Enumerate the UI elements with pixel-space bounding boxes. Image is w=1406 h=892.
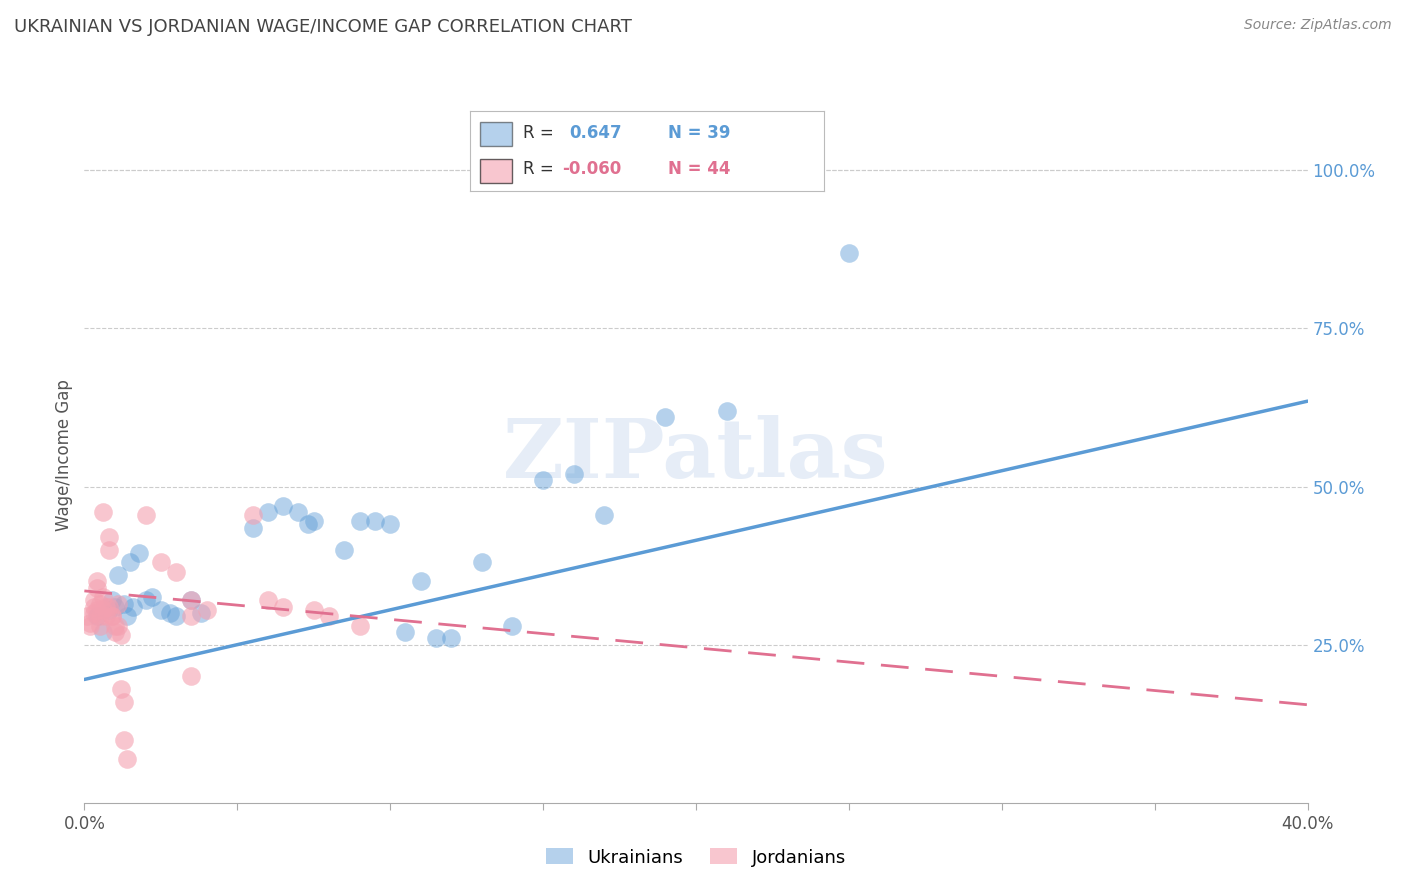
Point [104,599,127,614]
Point [112,597,135,611]
Point [101,609,124,624]
Point [471,556,494,570]
Point [79,615,101,630]
Point [86,581,108,595]
Point [190,606,212,620]
Point [107,568,129,582]
Point [302,514,325,528]
Point [135,508,157,522]
Point [159,606,181,620]
Point [531,473,554,487]
Point [115,751,138,765]
Point [302,603,325,617]
Point [97,599,120,614]
Point [122,599,145,614]
Point [364,514,387,528]
Text: ZIPatlas: ZIPatlas [503,415,889,495]
Point [271,499,294,513]
Point [333,542,356,557]
Point [141,591,163,605]
Point [107,618,129,632]
Point [297,517,319,532]
Point [107,597,129,611]
Point [257,593,280,607]
Point [115,609,138,624]
Point [91,625,114,640]
Y-axis label: Wage/Income Gap: Wage/Income Gap [55,379,73,531]
Point [97,530,120,544]
Point [180,593,202,607]
Point [83,593,105,607]
Point [101,593,124,607]
Point [86,609,108,624]
Point [380,517,402,532]
Point [425,632,447,646]
Point [349,514,371,528]
Point [180,593,202,607]
Point [89,618,111,632]
Point [91,603,114,617]
Point [257,505,280,519]
Point [287,505,309,519]
Point [91,591,114,605]
Point [101,609,124,624]
Text: Source: ZipAtlas.com: Source: ZipAtlas.com [1244,18,1392,32]
Point [440,632,463,646]
Point [110,628,132,642]
Point [654,409,676,424]
Point [409,574,432,589]
Point [318,609,340,624]
Point [97,542,120,557]
Point [165,609,187,624]
Point [394,625,416,640]
Point [502,618,524,632]
Point [195,603,218,617]
Point [271,599,294,614]
Point [128,546,150,560]
Point [149,603,172,617]
Text: UKRAINIAN VS JORDANIAN WAGE/INCOME GAP CORRELATION CHART: UKRAINIAN VS JORDANIAN WAGE/INCOME GAP C… [14,18,631,36]
Point [94,609,117,624]
Point [838,245,860,260]
Point [89,609,111,624]
Point [562,467,585,481]
Point [120,556,142,570]
Point [112,695,135,709]
Point [86,574,108,589]
Legend: Ukrainians, Jordanians: Ukrainians, Jordanians [538,841,853,874]
Point [86,603,108,617]
Point [180,609,202,624]
Point [83,599,105,614]
Point [593,508,616,522]
Point [716,403,738,417]
Point [349,618,371,632]
Point [76,609,98,624]
Point [110,681,132,696]
Point [180,669,202,683]
Point [165,565,187,579]
Point [104,625,127,640]
Point [83,606,105,620]
Point [149,556,172,570]
Point [94,599,117,614]
Point [135,593,157,607]
Point [104,618,127,632]
Point [242,508,264,522]
Point [242,521,264,535]
Point [91,505,114,519]
Point [79,618,101,632]
Point [89,597,111,611]
Point [97,603,120,617]
Point [112,732,135,747]
